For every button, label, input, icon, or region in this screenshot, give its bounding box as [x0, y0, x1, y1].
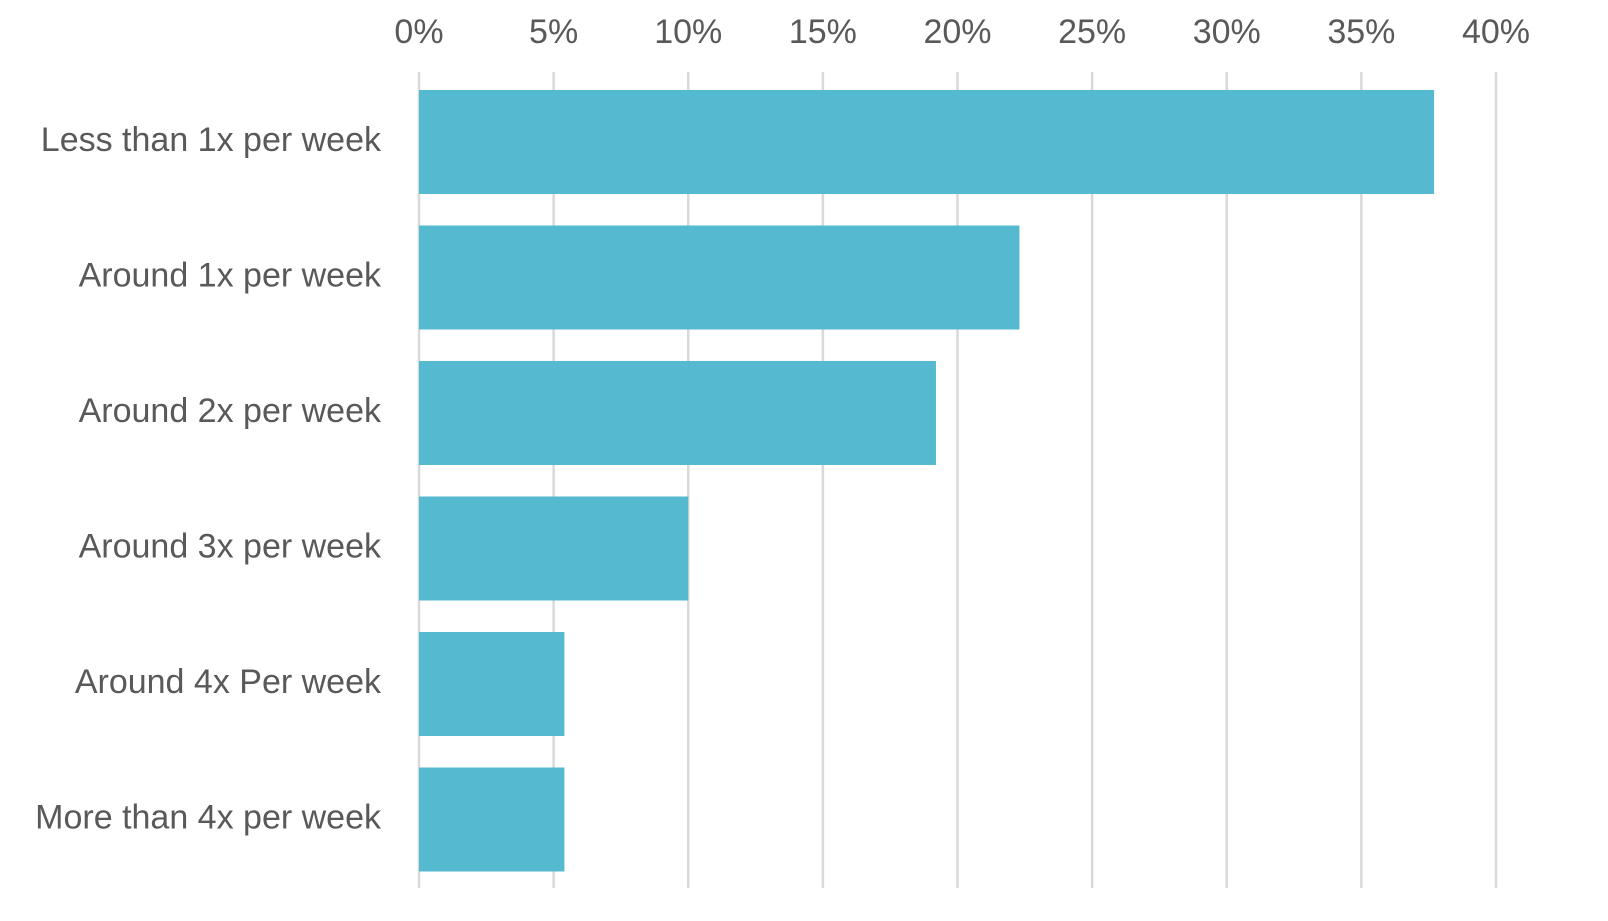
x-tick-label: 40% — [1462, 13, 1530, 51]
x-axis-tick-labels: 0% 5% 10% 15% 20% 25% 30% 35% 40% — [394, 13, 1530, 51]
x-tick-label: 0% — [394, 13, 443, 51]
x-tick-label: 30% — [1193, 13, 1261, 51]
category-label: More than 4x per week — [35, 798, 382, 836]
category-label: Around 1x per week — [79, 256, 382, 294]
x-tick-label: 20% — [923, 13, 991, 51]
bar — [419, 90, 1435, 194]
category-label: Around 2x per week — [79, 392, 382, 430]
bar — [419, 225, 1020, 330]
category-label: Less than 1x per week — [41, 121, 382, 159]
bar — [419, 361, 936, 465]
x-tick-label: 35% — [1327, 13, 1395, 51]
x-tick-label: 15% — [789, 13, 857, 51]
bars — [419, 90, 1435, 872]
bar — [419, 767, 565, 872]
category-label: Around 3x per week — [79, 527, 382, 565]
bar — [419, 632, 565, 736]
gridlines — [417, 72, 1498, 888]
x-tick-label: 25% — [1058, 13, 1126, 51]
category-labels: Less than 1x per week Around 1x per week A… — [35, 121, 382, 837]
category-label: Around 4x Per week — [75, 663, 382, 701]
bar — [419, 496, 689, 601]
x-tick-label: 5% — [529, 13, 578, 51]
x-tick-label: 10% — [654, 13, 722, 51]
